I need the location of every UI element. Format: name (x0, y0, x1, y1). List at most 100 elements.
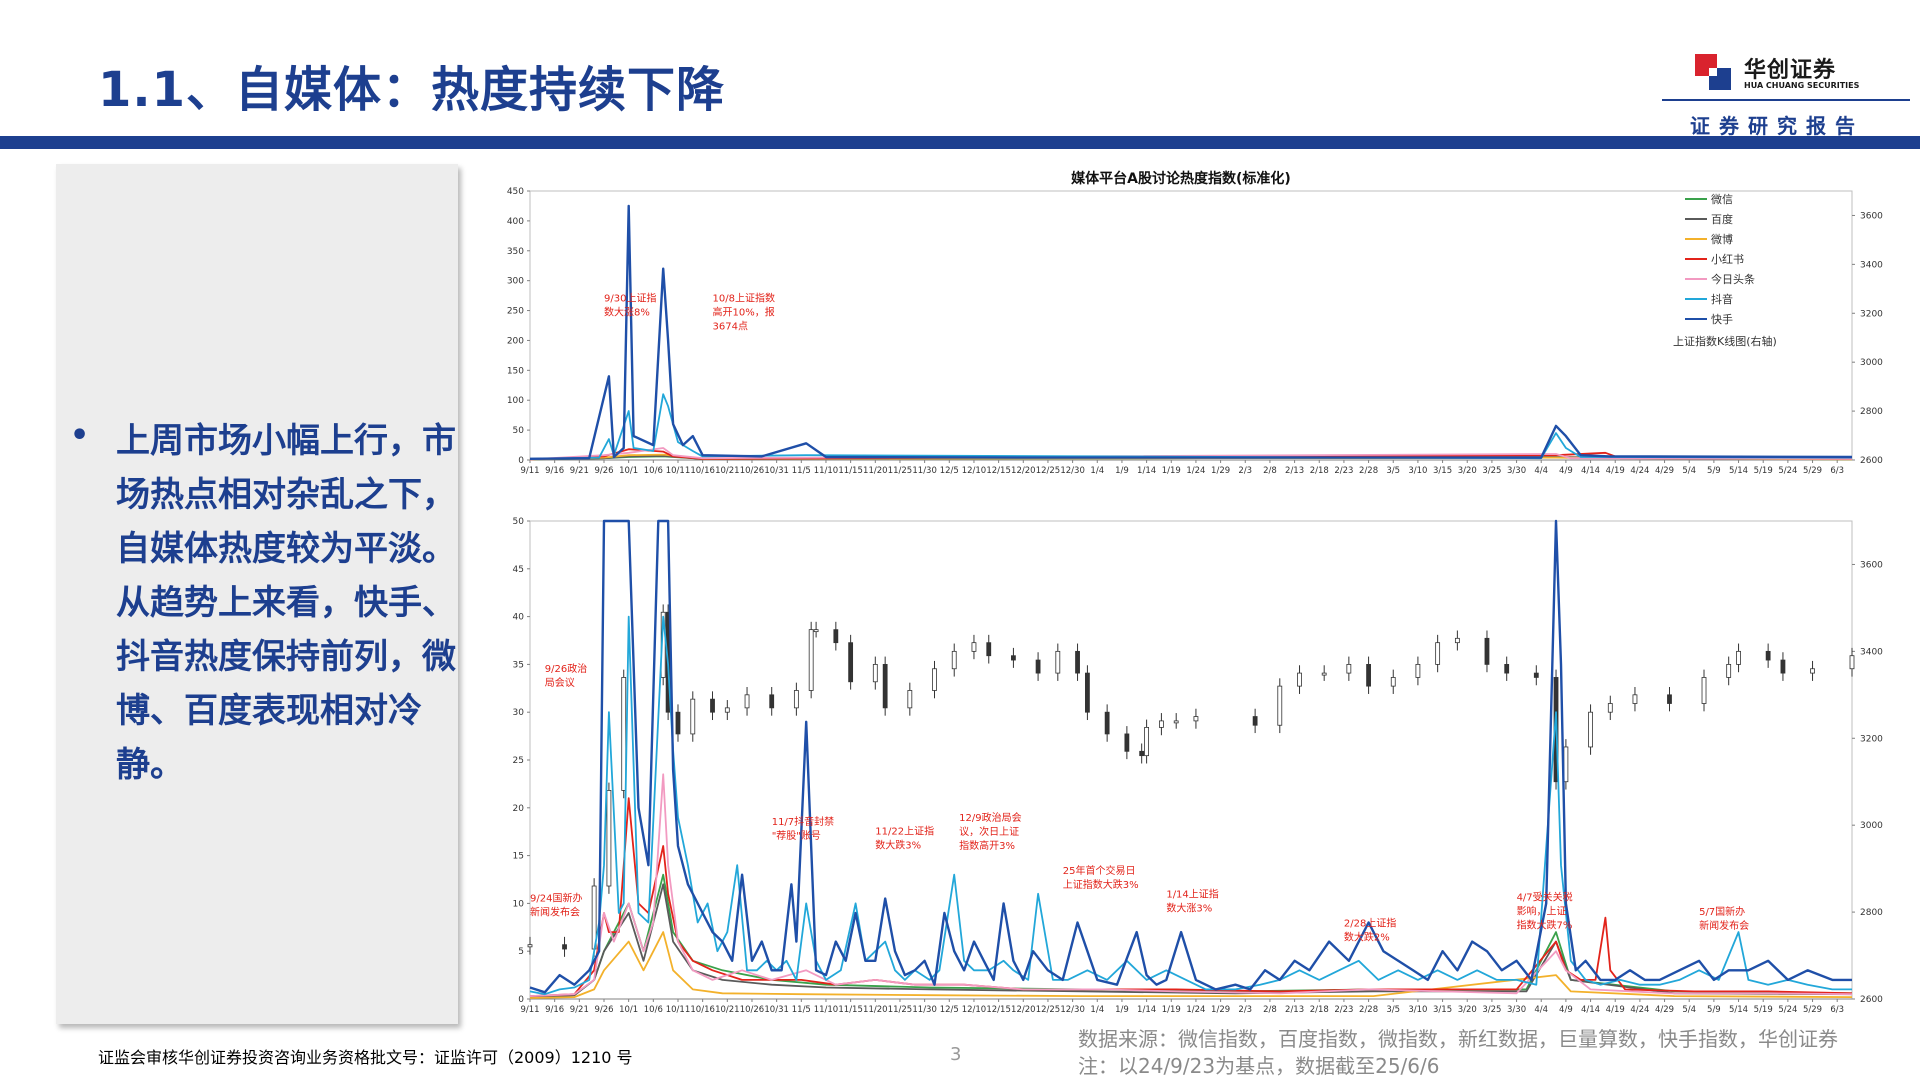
kline-candle (1139, 750, 1145, 757)
x-tick-label: 9/11 (520, 1005, 539, 1015)
annotation-text: 数大跌3% (875, 839, 921, 852)
license-footer: 证监会审核华创证券投资咨询业务资格批文号：证监许可（2009）1210 号 (98, 1048, 633, 1067)
x-tick-label: 3/5 (1386, 1005, 1400, 1015)
kline-candle (986, 642, 992, 657)
kline-candle (1726, 663, 1732, 678)
x-tick-label: 1/14 (1137, 1005, 1156, 1015)
x-tick-label: 12/20 (1011, 466, 1036, 476)
x-tick-label: 6/3 (1830, 466, 1844, 476)
y2-tick-label: 3000 (1860, 358, 1883, 368)
y2-tick-label: 2600 (1860, 995, 1883, 1005)
x-tick-label: 1/4 (1090, 466, 1104, 476)
kline-candle (932, 668, 937, 691)
x-tick-label: 11/5 (792, 466, 811, 476)
x-tick-label: 3/5 (1386, 466, 1400, 476)
kline-candle (606, 790, 612, 887)
x-tick-label: 11/5 (792, 1005, 811, 1015)
x-tick-label: 12/30 (1060, 1005, 1085, 1015)
series-line-微博 (529, 453, 1853, 461)
annotation-text: 上证指数大跌3% (1063, 878, 1139, 891)
annotation-text: 2/28上证指 (1344, 916, 1396, 929)
annotation-text: 25年首个交易日 (1063, 864, 1136, 877)
kline-candle (1173, 720, 1179, 724)
x-tick-label: 2/3 (1238, 1005, 1252, 1015)
y-tick-label: 45 (513, 565, 524, 575)
kline-candle (1321, 672, 1327, 676)
x-tick-label: 2/18 (1310, 466, 1329, 476)
kline-candle (1085, 672, 1090, 713)
y-tick-label: 5 (518, 947, 524, 957)
y-tick-label: 100 (507, 396, 524, 406)
kline-candle (1055, 650, 1061, 674)
x-tick-label: 5/4 (1682, 1005, 1696, 1015)
kline-candle (872, 663, 878, 683)
y2-tick-label: 3600 (1860, 211, 1883, 221)
x-tick-label: 12/30 (1060, 466, 1085, 476)
bullet-dot: • (70, 418, 90, 453)
y-tick-label: 25 (513, 756, 524, 766)
kline-candle (1607, 703, 1613, 713)
kline-candle (527, 944, 533, 948)
legend-label: 快手 (1711, 312, 1733, 326)
kline-candle (882, 663, 888, 709)
x-tick-label: 2/8 (1263, 466, 1277, 476)
annotation-text: 4/7受关关税 (1517, 891, 1573, 904)
chart-title: 媒体平台A股讨论热度指数(标准化) (1070, 170, 1291, 187)
kline-candle (1193, 716, 1199, 722)
x-tick-label: 4/4 (1534, 466, 1548, 476)
x-tick-label: 3/25 (1482, 466, 1501, 476)
x-tick-label: 2/18 (1310, 1005, 1329, 1015)
x-tick-label: 5/29 (1803, 1005, 1822, 1015)
annotation-text: 10/8上证指数 (713, 292, 775, 305)
y-tick-label: 350 (507, 247, 524, 257)
kline-candle (1011, 655, 1016, 661)
x-tick-label: 4/24 (1630, 1005, 1649, 1015)
legend-label: 抖音 (1711, 292, 1733, 306)
x-tick-label: 1/29 (1211, 466, 1230, 476)
annotation-text: 议，次日上证 (959, 825, 1019, 838)
x-tick-label: 9/26 (594, 466, 613, 476)
x-tick-label: 11/30 (912, 1005, 937, 1015)
kline-candle (710, 698, 715, 713)
kline-candle (1104, 711, 1110, 735)
x-tick-label: 3/20 (1458, 1005, 1477, 1015)
y-tick-label: 200 (507, 336, 524, 346)
source-line: 数据来源：微信指数，百度指数，微指数，新红数据，巨量算数，快手指数，华创证券 (1078, 1027, 1838, 1051)
x-tick-label: 3/15 (1433, 1005, 1452, 1015)
annotation-text: 数大跌2% (1344, 930, 1390, 943)
page-number: 3 (950, 1044, 962, 1065)
x-tick-label: 3/10 (1408, 466, 1427, 476)
summary-bullet-text: 上周市场小幅上行，市场热点相对杂乱之下，自媒体热度较为平淡。从趋势上来看，快手、… (116, 421, 456, 785)
y-tick-label: 50 (513, 426, 525, 436)
kline-candle (951, 650, 957, 670)
x-tick-label: 12/25 (1036, 1005, 1061, 1015)
annotation-text: 9/26政治 (545, 662, 587, 675)
x-tick-label: 12/15 (986, 466, 1011, 476)
x-tick-label: 11/30 (912, 466, 937, 476)
annotation-text: 5/7国新办 (1699, 905, 1745, 918)
x-tick-label: 11/10 (814, 466, 839, 476)
annotation-text: 11/22上证指 (875, 825, 934, 838)
y-tick-label: 15 (513, 852, 524, 862)
legend-label: 上证指数K线图(右轴) (1673, 334, 1777, 348)
x-tick-label: 3/30 (1507, 466, 1526, 476)
x-tick-label: 10/1 (619, 466, 638, 476)
x-tick-label: 4/19 (1606, 1005, 1625, 1015)
y-tick-label: 300 (507, 277, 524, 287)
y-tick-label: 0 (518, 456, 524, 466)
x-tick-label: 2/23 (1334, 1005, 1353, 1015)
kline-candle (1144, 727, 1150, 757)
x-tick-label: 9/26 (594, 1005, 613, 1015)
kline-candle (621, 677, 627, 791)
kline-candle (562, 944, 567, 950)
x-tick-label: 2/13 (1285, 1005, 1304, 1015)
x-tick-label: 12/15 (986, 1005, 1011, 1015)
x-tick-label: 5/24 (1778, 466, 1797, 476)
x-tick-label: 11/20 (863, 466, 888, 476)
x-tick-label: 1/9 (1115, 466, 1129, 476)
y2-tick-label: 2600 (1860, 456, 1883, 466)
kline-candle (833, 629, 839, 644)
kline-candle (724, 707, 730, 713)
annotation-text: 9/30上证指 (604, 292, 656, 305)
kline-candle (808, 629, 814, 691)
